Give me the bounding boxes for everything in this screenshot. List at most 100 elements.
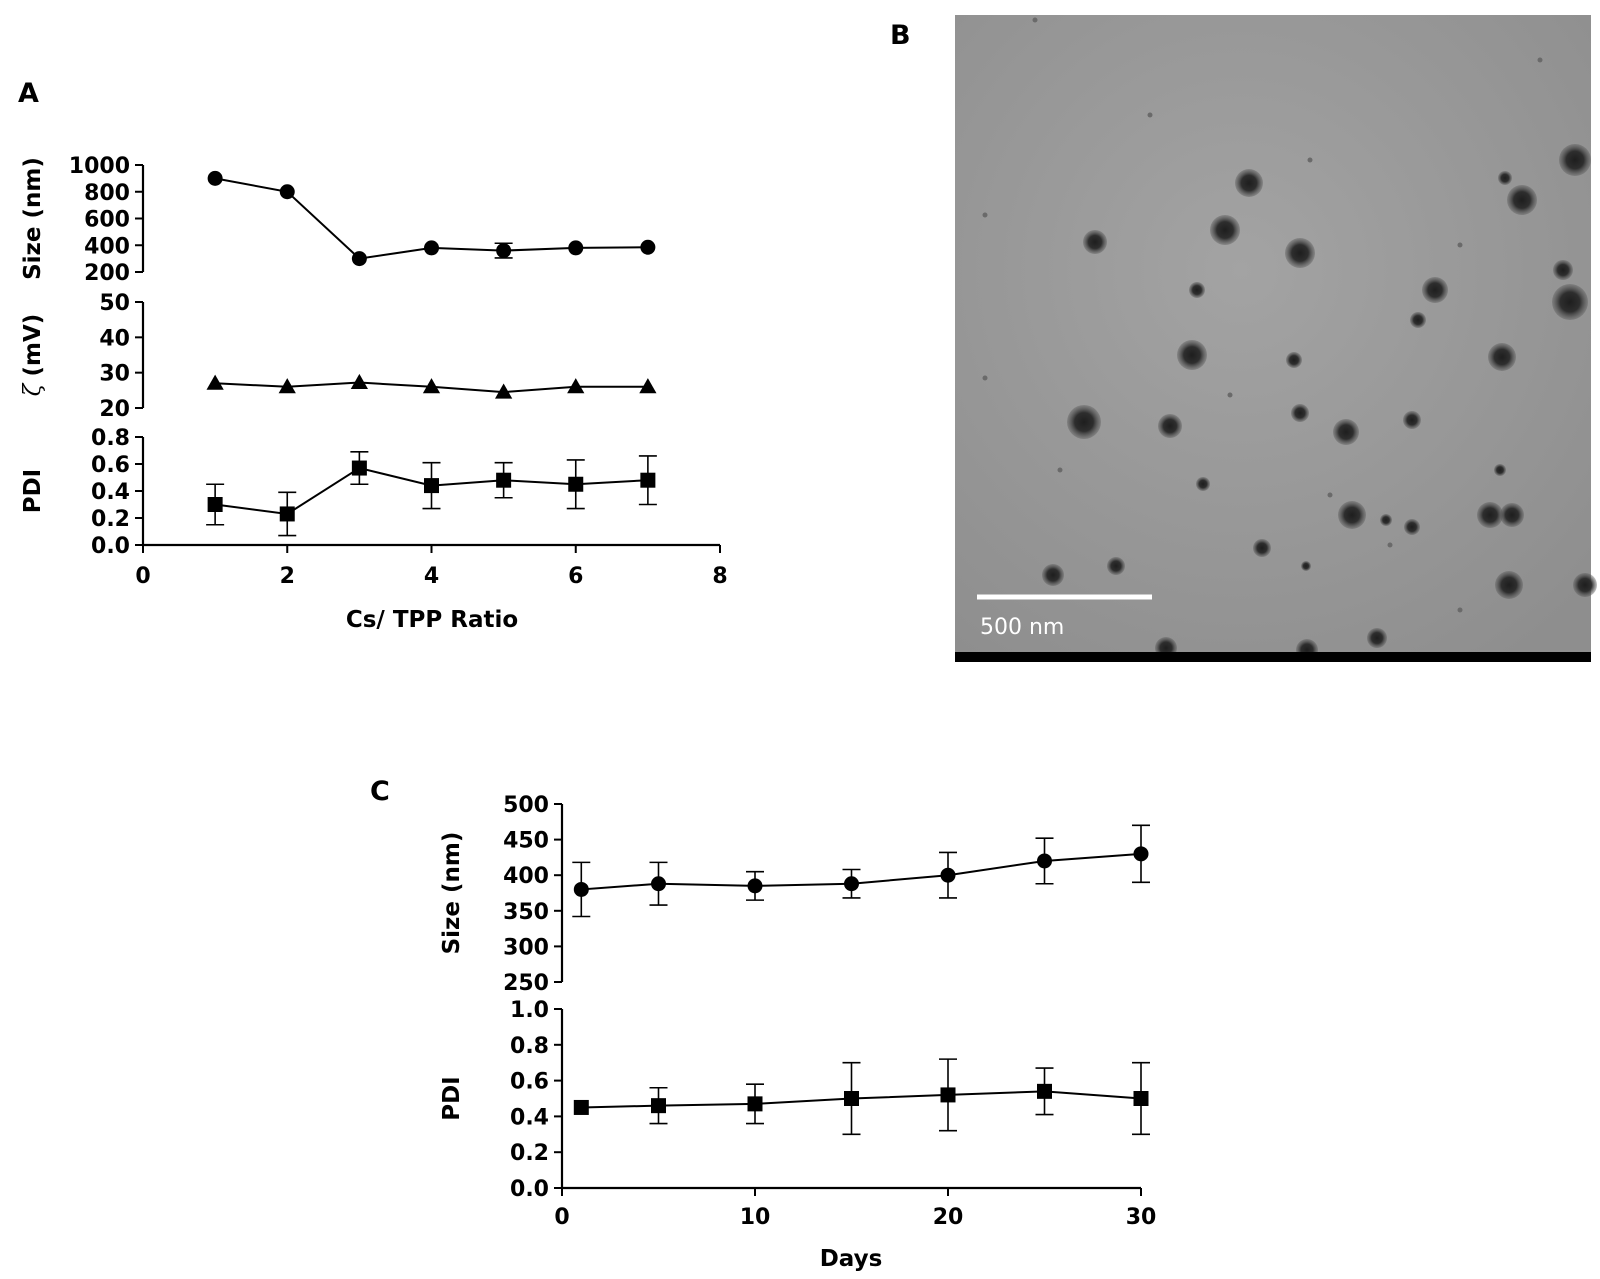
speck bbox=[1457, 242, 1463, 248]
panel-c-data-point bbox=[1133, 1091, 1149, 1106]
speck bbox=[982, 375, 988, 381]
panel-a-y-tick-label: 0.2 bbox=[91, 507, 130, 532]
panel-c-y-axis-title: PDI bbox=[439, 1076, 465, 1121]
particle bbox=[1507, 185, 1537, 215]
panel-a-y-tick-label: 400 bbox=[84, 234, 130, 259]
panel-a-data-point bbox=[424, 240, 439, 256]
particle bbox=[1083, 230, 1107, 254]
panel-c-x-axis-title: Days bbox=[820, 1246, 883, 1272]
scale-bar-label: 500 nm bbox=[980, 615, 1064, 640]
panel-c-y-tick-label: 300 bbox=[503, 935, 549, 960]
panel-a-x-tick-label: 2 bbox=[280, 564, 295, 589]
panel-a-x-tick-label: 6 bbox=[568, 564, 583, 589]
panel-a-data-point bbox=[495, 383, 513, 399]
panel-a-y-axis-title: Size (nm) bbox=[20, 157, 46, 280]
panel-a-data-point bbox=[568, 240, 584, 256]
speck bbox=[1032, 17, 1038, 23]
panel-a-y-tick-label: 600 bbox=[84, 208, 130, 233]
panel-a-data-point bbox=[351, 251, 367, 267]
panel-c-data-point bbox=[1037, 853, 1052, 869]
panel-a-y-tick-label: 200 bbox=[84, 261, 130, 286]
panel-c-x-tick-label: 20 bbox=[933, 1205, 964, 1230]
particle bbox=[1301, 561, 1311, 571]
panel-c-data-point bbox=[940, 867, 956, 883]
panel-c-y-tick-label: 0.0 bbox=[510, 1177, 549, 1202]
speck bbox=[1327, 492, 1333, 498]
panel-a-y-axis-title: ζ (mV) bbox=[20, 314, 46, 397]
panel-a-data-point bbox=[279, 506, 295, 522]
panel-label-a: A bbox=[18, 78, 39, 109]
panel-label-b: B bbox=[890, 20, 911, 51]
panel-a-data-point bbox=[207, 170, 223, 186]
particle bbox=[1286, 352, 1302, 368]
speck bbox=[982, 212, 988, 218]
panel-c-x-tick-label: 10 bbox=[740, 1205, 771, 1230]
panel-c-y-tick-label: 250 bbox=[503, 971, 549, 996]
particle bbox=[1338, 501, 1366, 529]
panel-a-x-axis-title: Cs/ TPP Ratio bbox=[346, 607, 518, 633]
panel-a-subplot-2: 20 30 40 50 ζ (mV) bbox=[20, 291, 657, 422]
panel-c-subplot-1: 250 300 350 400 450 500 Size (nm) bbox=[439, 793, 1150, 996]
panel-c-y-tick-label: 0.2 bbox=[510, 1141, 549, 1166]
panel-c-data-point bbox=[1037, 1083, 1052, 1099]
panel-c-data-point bbox=[573, 881, 589, 897]
particle bbox=[1494, 464, 1506, 476]
micrograph-bottom-border bbox=[955, 652, 1591, 662]
panel-a-y-tick-label: 20 bbox=[99, 397, 130, 422]
panel-a-data-point bbox=[496, 472, 512, 488]
particle bbox=[1291, 404, 1309, 422]
particle bbox=[1196, 477, 1210, 491]
particle bbox=[1067, 405, 1101, 439]
particle bbox=[1158, 414, 1182, 438]
panel-a-data-point bbox=[279, 184, 295, 200]
panel-a-x-tick-label: 8 bbox=[712, 564, 727, 589]
panel-a-y-tick-label: 30 bbox=[99, 362, 130, 387]
panel-b-micrograph: 500 nm bbox=[955, 15, 1597, 662]
panel-c-y-tick-label: 500 bbox=[503, 793, 549, 818]
panel-a-data-point bbox=[640, 472, 656, 488]
y-axis-unit: (mV) bbox=[20, 314, 46, 377]
panel-c-data-point bbox=[844, 1091, 859, 1106]
particle bbox=[1253, 539, 1271, 557]
panel-a-data-point bbox=[424, 478, 439, 494]
particle bbox=[1553, 260, 1573, 280]
speck bbox=[1387, 542, 1393, 548]
speck bbox=[1057, 467, 1063, 473]
panel-a-y-tick-label: 0.0 bbox=[91, 534, 130, 559]
panel-c-y-tick-label: 450 bbox=[503, 829, 549, 854]
particle bbox=[1042, 564, 1064, 586]
panel-c-x-tick-label: 0 bbox=[554, 1205, 569, 1230]
micrograph-background bbox=[955, 15, 1591, 652]
panel-a-data-point bbox=[351, 460, 367, 476]
particle bbox=[1333, 419, 1359, 445]
panel-a-data-point bbox=[422, 378, 441, 394]
zeta-symbol: ζ bbox=[20, 377, 46, 397]
particle bbox=[1107, 557, 1125, 575]
particle bbox=[1189, 282, 1205, 298]
panel-c-data-point bbox=[747, 878, 763, 894]
panel-c-y-tick-label: 400 bbox=[503, 864, 549, 889]
panel-a-y-tick-label: 0.8 bbox=[91, 426, 130, 451]
particle bbox=[1552, 284, 1588, 320]
particle bbox=[1177, 340, 1207, 370]
panel-a-y-tick-label: 40 bbox=[99, 326, 130, 351]
panel-a-y-axis-title: PDI bbox=[20, 469, 46, 514]
panel-a-data-point bbox=[206, 374, 224, 390]
particle bbox=[1404, 519, 1420, 535]
panel-c-data-point bbox=[651, 876, 666, 892]
panel-c-data-point bbox=[747, 1096, 763, 1112]
panel-a-data-point bbox=[640, 239, 656, 255]
panel-label-c: C bbox=[370, 776, 390, 807]
panel-a-x-tick-label: 0 bbox=[135, 564, 150, 589]
panel-a-data-point bbox=[568, 476, 584, 492]
panel-c-data-point bbox=[1133, 846, 1149, 862]
panel-a-y-tick-label: 0.6 bbox=[91, 453, 130, 478]
particle bbox=[1488, 343, 1516, 371]
panel-c-data-point bbox=[940, 1087, 956, 1103]
panel-a-data-point bbox=[207, 497, 223, 512]
particle bbox=[1500, 503, 1524, 527]
particle bbox=[1403, 411, 1421, 429]
panel-a-subplot-3: 0.00.20.40.60.8 PDI bbox=[20, 426, 657, 559]
